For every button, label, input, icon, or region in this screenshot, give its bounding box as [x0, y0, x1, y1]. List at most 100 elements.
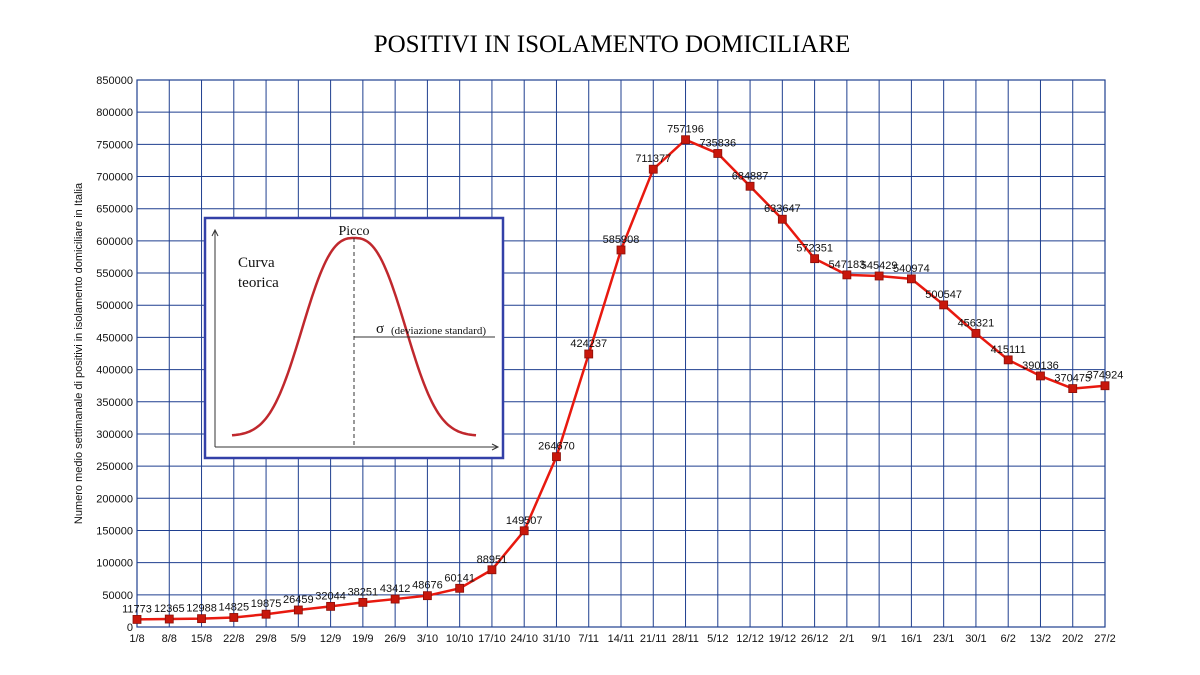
- data-point: [1068, 384, 1078, 393]
- plot-frame: [136, 79, 1106, 628]
- data-point: [552, 452, 561, 462]
- inset-x-axis: [215, 443, 500, 451]
- data-label: 38251: [348, 586, 379, 598]
- data-label: 735836: [699, 137, 736, 149]
- data-point: [907, 274, 916, 284]
- y-tick-label: 700000: [96, 172, 133, 184]
- data-point: [971, 328, 981, 338]
- data-point: [132, 615, 142, 624]
- x-tick-label: 8/8: [162, 633, 177, 645]
- data-label: 12365: [154, 603, 185, 615]
- data-label: 43412: [380, 583, 411, 595]
- inset-curve-label-2: teorica: [238, 275, 279, 291]
- data-label: 26459: [283, 594, 314, 606]
- x-tick-label: 5/12: [707, 633, 728, 645]
- x-tick-label: 26/12: [801, 633, 829, 645]
- x-tick-label: 29/8: [255, 633, 276, 645]
- y-tick-label: 150000: [96, 525, 133, 537]
- x-tick-label: 19/12: [769, 633, 797, 645]
- data-point: [681, 135, 690, 145]
- inset-y-axis: [211, 228, 219, 447]
- y-tick-label: 300000: [96, 429, 133, 441]
- data-label: 390136: [1022, 360, 1059, 372]
- data-point: [422, 591, 432, 601]
- data-label: 32044: [315, 590, 346, 602]
- data-label: 264670: [538, 441, 575, 453]
- x-tick-label: 5/9: [291, 633, 306, 645]
- data-point: [584, 349, 594, 359]
- data-point: [616, 245, 626, 255]
- data-label: 88951: [477, 554, 508, 566]
- x-tick-label: 31/10: [543, 633, 571, 645]
- data-label: 374924: [1087, 370, 1124, 382]
- data-label: 585908: [603, 234, 640, 246]
- data-point: [164, 614, 174, 624]
- data-point: [229, 613, 239, 622]
- data-label: 757196: [667, 124, 704, 136]
- x-tick-label: 22/8: [223, 633, 244, 645]
- data-label: 14825: [219, 601, 250, 613]
- data-point: [197, 614, 206, 624]
- data-label: 500547: [925, 289, 962, 301]
- x-tick-label: 7/11: [578, 633, 599, 645]
- chart-title: POSITIVI IN ISOLAMENTO DOMICILIARE: [374, 31, 851, 58]
- data-point: [713, 149, 723, 158]
- data-point: [293, 605, 303, 615]
- x-tick-label: 24/10: [510, 633, 538, 645]
- x-tick-label: 16/1: [901, 633, 922, 645]
- inset-curve-label-1: Curva: [238, 255, 275, 271]
- y-axis: 0 50000 100000 150000 200000 250000 300000 3500…: [96, 75, 133, 634]
- x-tick-label: 2/1: [839, 633, 854, 645]
- y-tick-label: 200000: [96, 493, 133, 505]
- y-tick-label: 850000: [96, 75, 133, 87]
- data-point: [358, 597, 368, 607]
- data-label: 545429: [861, 260, 898, 272]
- y-tick-label: 400000: [96, 365, 133, 377]
- x-tick-label: 26/9: [384, 633, 405, 645]
- data-label: 415111: [991, 344, 1026, 356]
- data-point: [1003, 355, 1013, 365]
- data-label: 149507: [506, 515, 543, 527]
- x-tick-label: 13/2: [1030, 633, 1051, 645]
- data-point: [810, 254, 819, 264]
- data-point: [842, 270, 852, 280]
- x-tick-label: 3/10: [417, 633, 438, 645]
- data-label: 572351: [796, 243, 833, 255]
- y-axis-label: Numero medio settimanale di positivi in …: [73, 182, 85, 524]
- data-label: 633647: [764, 203, 801, 215]
- x-tick-label: 14/11: [608, 633, 635, 645]
- x-tick-label: 1/8: [129, 633, 144, 645]
- x-tick-label: 17/10: [478, 633, 506, 645]
- data-point: [455, 583, 465, 593]
- y-tick-label: 750000: [96, 139, 133, 151]
- data-point: [745, 181, 755, 191]
- y-tick-label: 600000: [96, 236, 133, 248]
- inset-peak-label: Picco: [338, 224, 369, 239]
- data-label: 456321: [958, 317, 995, 329]
- data-point: [326, 601, 336, 611]
- x-tick-label: 9/1: [871, 633, 886, 645]
- x-tick-label: 21/11: [640, 633, 667, 645]
- y-tick-label: 100000: [96, 558, 133, 570]
- inset-sigma-symbol: σ: [376, 321, 384, 337]
- x-tick-label: 10/10: [446, 633, 474, 645]
- data-label: 540974: [893, 263, 930, 275]
- data-point: [1036, 371, 1045, 381]
- data-point: [519, 526, 529, 536]
- x-tick-label: 15/8: [191, 633, 212, 645]
- data-label: 711377: [635, 153, 671, 165]
- data-label: 48676: [412, 580, 443, 592]
- x-axis: 1/8 8/8 15/8 22/8 29/8 5/9 12/9 19/9 26/9 3/10 10/…: [129, 633, 1115, 645]
- x-tick-label: 27/2: [1094, 633, 1115, 645]
- data-point: [390, 594, 400, 604]
- x-tick-label: 30/1: [965, 633, 986, 645]
- inset-theoretical-curve: Picco Curva teorica σ (deviazione standa…: [203, 216, 505, 460]
- data-point: [487, 565, 497, 575]
- x-tick-label: 6/2: [1001, 633, 1016, 645]
- data-label: 684887: [732, 170, 769, 182]
- x-tick-label: 28/11: [672, 633, 699, 645]
- x-tick-label: 19/9: [352, 633, 373, 645]
- y-tick-label: 350000: [96, 397, 133, 409]
- data-label: 424237: [570, 338, 607, 350]
